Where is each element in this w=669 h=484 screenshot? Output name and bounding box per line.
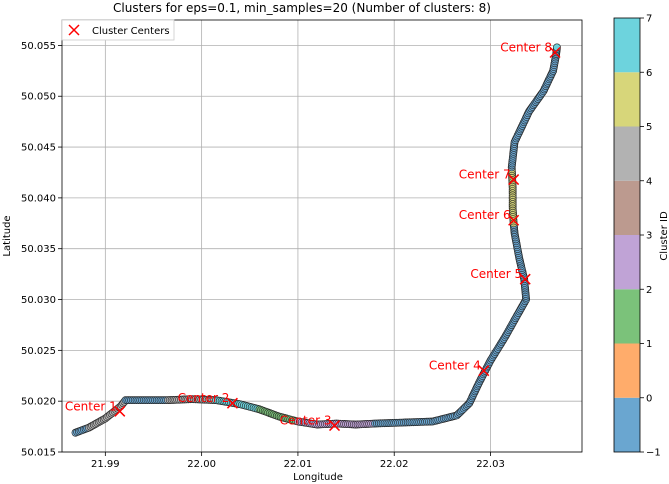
plot-frame [61, 19, 583, 453]
cluster-centers: Center 1 Center 2 Center 3 Center 4 Center 5… [65, 41, 561, 432]
center-marker-x-icon [328, 420, 341, 432]
center-marker-x-icon [549, 46, 561, 59]
legend-marker-x-icon [68, 24, 80, 36]
track-points [71, 43, 561, 437]
y-tick-label: 50.040 [21, 193, 56, 204]
y-tick-label: 50.025 [21, 346, 56, 357]
y-axis-ticks: 50.015 50.020 50.025 50.030 50.035 50.040 50.0… [21, 41, 62, 459]
center-label: Center 1 [65, 399, 117, 413]
x-tick-label: 22.00 [187, 459, 216, 470]
colorbar-segment [614, 397, 640, 452]
colorbar-segment [614, 18, 640, 73]
y-axis-label: Latitude [2, 215, 13, 256]
center-label: Center 6 [459, 208, 511, 222]
legend: Cluster Centers [61, 19, 175, 41]
colorbar-tick-label: 5 [646, 122, 652, 133]
chart-title: Clusters for eps=0.1, min_samples=20 (Nu… [113, 1, 491, 15]
x-tick-label: 21.99 [91, 459, 120, 470]
colorbar-tick-label: 6 [646, 68, 652, 79]
legend-box [61, 19, 175, 41]
y-tick-label: 50.020 [21, 397, 56, 408]
legend-entry: Cluster Centers [92, 26, 170, 37]
y-tick-label: 50.045 [21, 143, 56, 154]
center-label: Center 5 [470, 267, 522, 281]
center-marker-x-icon [508, 174, 520, 186]
colorbar-segment [614, 289, 640, 344]
colorbar-segment [614, 72, 640, 127]
y-tick-label: 50.015 [21, 448, 56, 459]
center-label: Center 8 [500, 41, 552, 55]
y-tick-label: 50.055 [21, 41, 56, 52]
center-marker-x-icon [478, 365, 490, 377]
colorbar-segment [614, 235, 640, 290]
center-label: Center 3 [280, 414, 332, 428]
y-tick-label: 50.050 [21, 92, 56, 103]
y-tick-label: 50.030 [21, 295, 56, 306]
colorbar-tick-label: 7 [646, 14, 652, 25]
center-label: Center 7 [459, 168, 511, 182]
colorbar-tick-label: −1 [646, 448, 661, 459]
x-tick-label: 22.01 [284, 459, 313, 470]
colorbar: −1 0 1 2 3 4 5 6 7 [613, 14, 661, 459]
colorbar-segment [614, 343, 640, 398]
x-tick-label: 22.02 [380, 459, 409, 470]
colorbar-label: Cluster ID [659, 211, 669, 261]
y-tick-label: 50.035 [21, 244, 56, 255]
colorbar-tick-label: 2 [646, 285, 652, 296]
center-label: Center 4 [429, 359, 481, 373]
x-tick-label: 22.03 [476, 459, 505, 470]
center-marker-x-icon [114, 405, 126, 417]
colorbar-tick-label: 1 [646, 339, 652, 350]
center-marker-x-icon [508, 214, 520, 226]
center-label: Center 2 [178, 391, 230, 405]
colorbar-tick-label: 4 [646, 176, 652, 187]
plot-area [62, 20, 582, 452]
colorbar-tick-label: 0 [646, 393, 652, 404]
colorbar-segment [614, 180, 640, 235]
x-axis-label: Longitude [293, 472, 343, 483]
center-marker-x-icon [519, 273, 531, 285]
colorbar-segment [614, 126, 640, 181]
center-marker-x-icon [226, 397, 238, 409]
x-axis-ticks: 21.99 22.00 22.01 22.02 22.03 [91, 452, 505, 470]
colorbar-tick-label: 3 [646, 231, 652, 242]
